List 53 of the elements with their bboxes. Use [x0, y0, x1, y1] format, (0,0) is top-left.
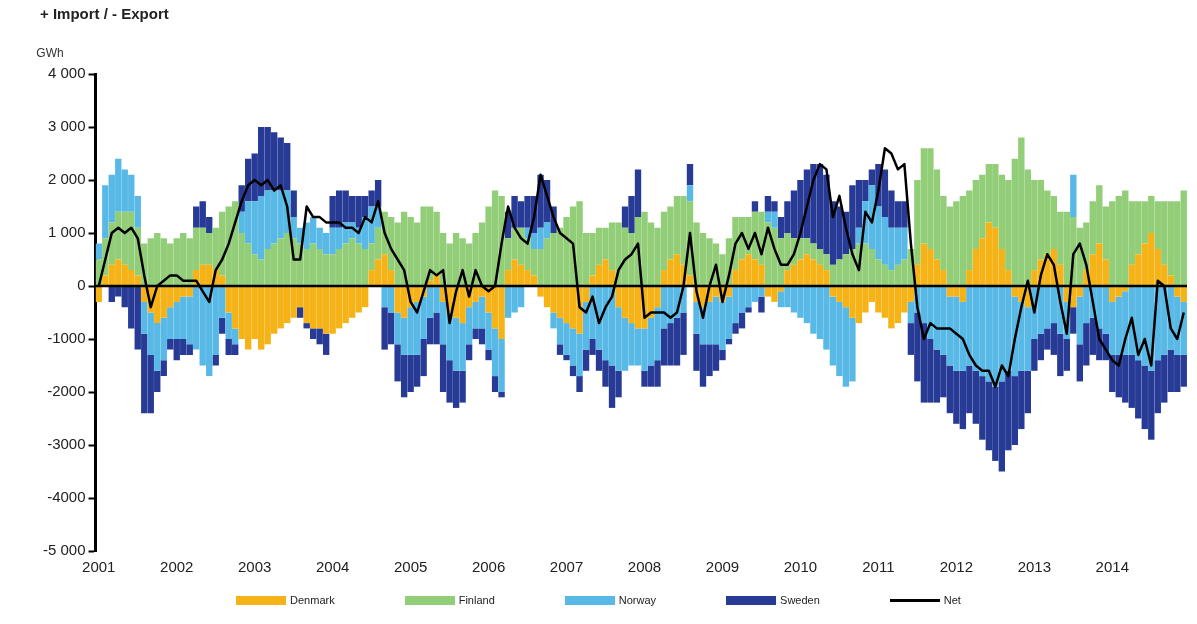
bar — [95, 243, 102, 260]
bar — [491, 376, 499, 392]
x-tick-label: 2004 — [315, 558, 350, 576]
y-tick-label: 0 — [77, 276, 86, 294]
bar — [569, 365, 577, 377]
bar — [686, 164, 694, 186]
x-tick-label: 2008 — [627, 558, 662, 576]
bar — [745, 307, 752, 313]
legend-label: Denmark — [290, 594, 335, 606]
y-tick-label: -1000 — [47, 329, 86, 347]
bar — [290, 190, 297, 218]
bar — [498, 392, 505, 398]
x-tick-label: 2011 — [862, 558, 895, 576]
y-axis-title: GWh — [36, 46, 64, 61]
y-tick-label: 1 000 — [47, 223, 86, 241]
bar — [751, 201, 759, 212]
y-tick-label: 2 000 — [47, 170, 86, 188]
x-tick-label: 2013 — [1017, 558, 1052, 576]
chart-title: + Import / - Export — [40, 5, 169, 23]
y-tick-label: -2000 — [47, 382, 86, 400]
bar — [485, 349, 492, 361]
bar — [95, 286, 102, 302]
legend-label: Net — [943, 594, 961, 606]
legend-label: Finland — [458, 594, 495, 606]
x-tick-label: 2002 — [160, 558, 194, 576]
x-tick-label: 2009 — [705, 558, 740, 576]
bar — [758, 296, 765, 313]
y-tick-label: 4 000 — [47, 64, 86, 82]
y-tick-label: 3 000 — [47, 117, 86, 135]
legend-label: Norway — [618, 594, 657, 606]
legend-label: Sweden — [780, 594, 820, 606]
x-tick-label: 2005 — [393, 558, 428, 576]
x-tick-label: 2007 — [549, 558, 584, 576]
bar — [556, 344, 564, 355]
bar — [1070, 174, 1077, 218]
bar — [1070, 307, 1077, 334]
bar — [219, 317, 226, 334]
y-tick-label: -4000 — [47, 488, 86, 506]
x-tick-label: 2012 — [939, 558, 974, 576]
y-tick-label: -3000 — [47, 435, 86, 453]
x-tick-label: 2001 — [82, 558, 116, 576]
x-tick-label: 2014 — [1095, 558, 1129, 576]
bar — [212, 354, 219, 366]
bar — [563, 354, 570, 361]
x-tick-label: 2003 — [238, 558, 272, 576]
bar — [297, 307, 304, 318]
x-tick-label: 2006 — [471, 558, 506, 576]
bar — [686, 185, 694, 202]
bar — [465, 344, 473, 361]
bar — [576, 376, 583, 392]
bar — [303, 323, 310, 329]
y-tick-label: -5 000 — [42, 541, 86, 559]
x-tick-label: 2010 — [783, 558, 818, 576]
